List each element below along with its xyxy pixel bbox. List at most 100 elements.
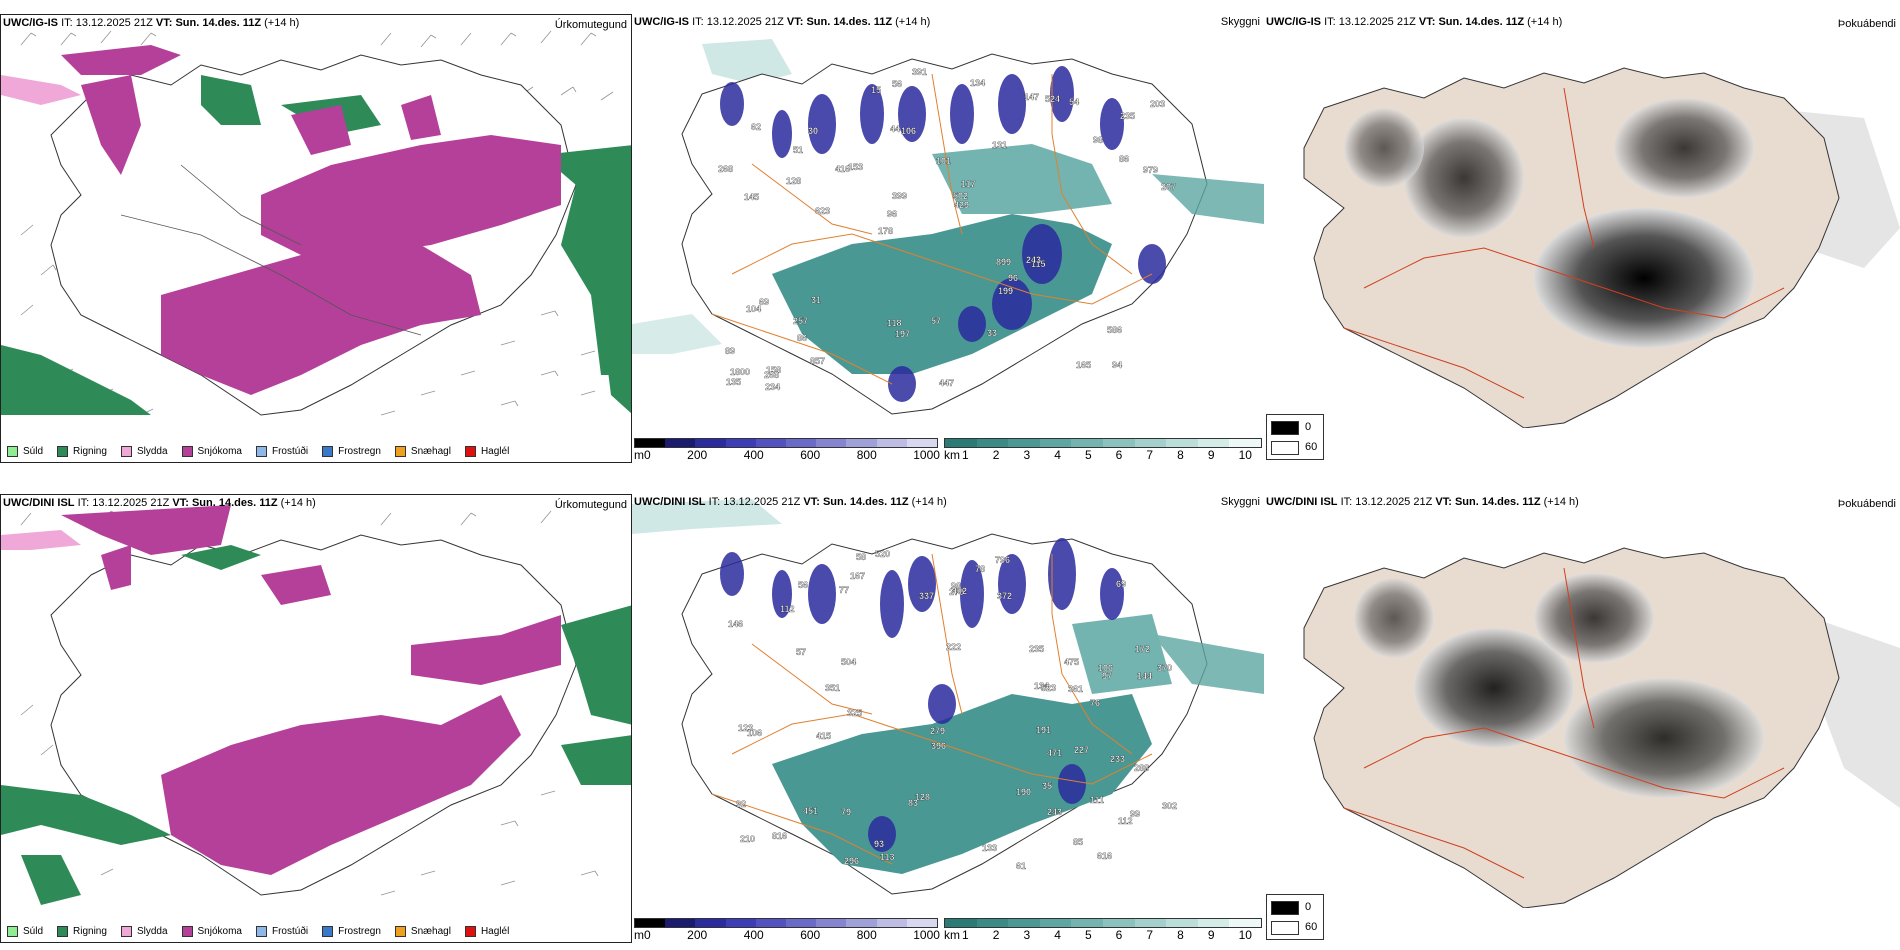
ceiling-value-label: 76 — [1090, 698, 1100, 708]
colorbar-tick: 10 — [1238, 928, 1252, 942]
ceiling-value-label: 106 — [747, 728, 762, 738]
ceiling-ticks-1: 0 200 400 600 800 1000 — [644, 448, 940, 462]
ceiling-value-label: 61 — [1016, 861, 1026, 871]
ceiling-value-label: 33 — [987, 328, 997, 338]
ceiling-value-label: 165 — [1076, 360, 1091, 370]
ceiling-value-label: 325 — [847, 708, 862, 718]
ceiling-value-label: 475 — [1064, 657, 1079, 667]
ceiling-value-label: 979 — [1143, 165, 1158, 175]
ceiling-unit-2: m — [634, 928, 644, 942]
legend-item-haglel: Haglél — [464, 926, 509, 937]
ceiling-value-label: 1800 — [730, 367, 750, 377]
ceiling-value-label: 115 — [1031, 259, 1046, 269]
ceiling-value-label: 96 — [887, 209, 897, 219]
ceiling-value-label: 415 — [816, 731, 831, 741]
colorbar-tick: 8 — [1177, 448, 1184, 462]
panel-title-5: UWC/DINI ISL IT: 13.12.2025 21Z VT: Sun.… — [634, 496, 947, 508]
ceiling-value-label: 502 — [953, 191, 968, 201]
legend-item-slydda: Slydda — [120, 926, 168, 937]
fog-key-2: 0 60 — [1266, 894, 1324, 940]
colorbar-tick: 1000 — [913, 928, 940, 942]
ceiling-value-label: 78 — [975, 564, 985, 574]
visibility-colorbar-2 — [944, 918, 1262, 928]
colorbar-tick: 9 — [1207, 928, 1215, 942]
ceiling-value-label: 69 — [1116, 579, 1126, 589]
ceiling-value-label: 471 — [1047, 748, 1062, 758]
colorbar-tick: 1 — [962, 448, 969, 462]
ceiling-value-label: 623 — [815, 206, 830, 216]
ceiling-value-label: 31 — [811, 295, 821, 305]
fog-title: Þokuábendi — [1837, 18, 1896, 30]
ceiling-value-label: 586 — [1107, 325, 1122, 335]
ceiling-value-label: 153 — [848, 162, 863, 172]
panel-title-2: UWC/IG-IS IT: 13.12.2025 21Z VT: Sun. 14… — [634, 16, 931, 28]
colorbar-tick: 3 — [1023, 928, 1031, 942]
visibility-ticks-2: 1 2 3 4 5 6 7 8 9 10 — [962, 928, 1252, 942]
ceiling-value-label: 243 — [1047, 807, 1062, 817]
legend-item-rigning: Rigning — [57, 926, 107, 937]
ceiling-value-label: 123 — [738, 723, 753, 733]
panel-title-4: UWC/DINI ISL IT: 13.12.2025 21Z VT: Sun.… — [3, 497, 316, 509]
ceiling-value-label: 370 — [1157, 663, 1172, 673]
colorbar-tick: 4 — [1054, 928, 1061, 942]
model-name: UWC/IG-IS — [3, 17, 58, 29]
ceiling-value-label: 233 — [1110, 754, 1125, 764]
precip-legend-1: Súld Rigning Slydda Snjókoma Frostúði Fr… — [7, 446, 523, 457]
ceiling-value-label: 391 — [912, 67, 927, 77]
fog-indicator-panel-1: 0 60 UWC/IG-IS IT: 13.12.2025 21Z VT: Su… — [1264, 14, 1900, 463]
colorbar-tick: 2 — [992, 448, 1000, 462]
ceiling-value-label: 447 — [939, 378, 954, 388]
ceiling-value-label: 58 — [856, 552, 866, 562]
ceiling-value-label: 167 — [850, 571, 865, 581]
ceiling-ticks-2: 0 200 400 600 800 1000 — [644, 928, 940, 942]
visibility-unit: km — [944, 448, 960, 462]
ceiling-value-label: 35 — [1042, 781, 1052, 791]
ceiling-value-label: 243 — [1026, 255, 1041, 265]
ceiling-value-label: 15 — [871, 85, 881, 95]
ceiling-value-label: 56 — [798, 580, 808, 590]
ceiling-value-label: 93 — [874, 839, 884, 849]
colorbar-tick: 7 — [1146, 448, 1154, 462]
ceiling-value-label: 62 — [751, 122, 761, 132]
panel-title-6: UWC/DINI ISL IT: 13.12.2025 21Z VT: Sun.… — [1266, 496, 1579, 508]
legend-item-frostregn: Frostregn — [322, 926, 381, 937]
visibility-colorbar-1 — [944, 438, 1262, 448]
ceiling-value-label: 399 — [892, 191, 907, 201]
legend-item-frostudi: Frostúði — [255, 446, 308, 457]
colorbar-tick: 800 — [856, 928, 877, 942]
ceiling-value-label: 94 — [1112, 360, 1122, 370]
ceiling-value-label: 44 — [890, 124, 900, 134]
precip-type-title-2: Úrkomutegund — [554, 499, 627, 511]
ceiling-value-label: 191 — [1036, 725, 1051, 735]
legend-item-suld: Súld — [7, 446, 43, 457]
ceiling-value-label: 351 — [825, 683, 840, 693]
ceiling-value-label: 98 — [951, 581, 961, 591]
colorbar-tick: 200 — [687, 928, 708, 942]
ceiling-value-label: 222 — [946, 642, 961, 652]
ceiling-value-label: 92 — [736, 799, 746, 809]
colorbar-tick: 600 — [800, 448, 821, 462]
ceiling-value-label: 207 — [1161, 182, 1176, 192]
ceiling-value-label: 235 — [1029, 644, 1044, 654]
colorbar-tick: 200 — [687, 448, 708, 462]
precip-type-title: Úrkomutegund — [554, 19, 627, 31]
panel-title-1: UWC/IG-IS IT: 13.12.2025 21Z VT: Sun. 14… — [3, 17, 300, 29]
ceiling-value-label: 51 — [793, 145, 803, 155]
colorbar-tick: 8 — [1177, 928, 1184, 942]
ceiling-value-label: 98 — [1093, 135, 1103, 145]
ceiling-value-label: 144 — [1137, 671, 1152, 681]
fog-key-1: 0 60 — [1266, 414, 1324, 460]
colorbar-tick: 600 — [800, 928, 821, 942]
ceiling-value-label: 57 — [931, 316, 941, 326]
ceiling-value-label: 520 — [875, 549, 890, 559]
ceiling-value-label: 270 — [949, 587, 964, 597]
ceiling-value-label: 54 — [1069, 97, 1079, 107]
ceiling-value-label: 396 — [931, 741, 946, 751]
ceiling-value-label: 30 — [808, 126, 818, 136]
ceiling-value-label: 190 — [1016, 787, 1031, 797]
colorbar-tick: 5 — [1084, 928, 1092, 942]
ceiling-value-label: 147 — [1024, 92, 1039, 102]
precip-type-map-1 — [1, 30, 631, 416]
legend-item-rigning: Rigning — [57, 446, 107, 457]
ceiling-visibility-map-2: 111 172 99 222 210 167 106 79 69 57 144 146 76 113 92 1… — [632, 499, 1264, 895]
